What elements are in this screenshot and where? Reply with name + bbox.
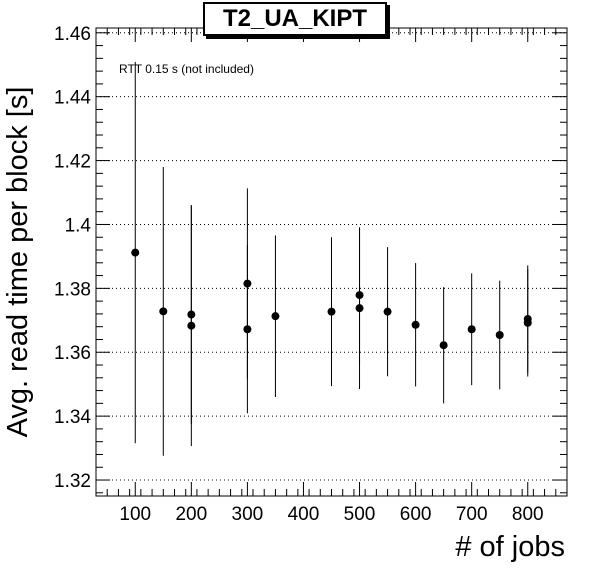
x-tick-label: 800 [512, 504, 544, 525]
data-point [383, 307, 392, 316]
x-tick-label: 200 [175, 504, 207, 525]
data-point [439, 341, 448, 350]
data-point [187, 310, 196, 319]
data-point [131, 248, 140, 257]
axes: 1.32 1.34 1.36 1.38 1.4 1.42 1.44 1.46 100 200 300… [54, 24, 568, 525]
data-point [243, 325, 252, 334]
y-tick-label: 1.32 [54, 471, 91, 492]
data-point [271, 312, 280, 321]
data-point [327, 307, 336, 316]
y-tick-label: 1.38 [54, 279, 91, 300]
error-bars [134, 61, 529, 456]
x-tick-label: 500 [344, 504, 376, 525]
x-tick-label: 700 [456, 504, 488, 525]
x-axis-label: # of jobs [455, 531, 565, 563]
y-axis-label: Avg. read time per block [s] [2, 87, 34, 438]
y-tick-label: 1.36 [54, 343, 91, 364]
y-tick-label: 1.4 [65, 215, 92, 236]
y-tick-label: 1.42 [54, 152, 91, 173]
data-point [467, 325, 476, 334]
data-point [159, 307, 168, 316]
x-tick-label: 100 [119, 504, 151, 525]
data-point [187, 321, 196, 330]
data-points [131, 248, 532, 350]
y-tick-label: 1.46 [54, 24, 91, 45]
y-tick-label: 1.34 [54, 407, 91, 428]
y-tick-label: 1.44 [54, 88, 91, 109]
x-tick-label: 600 [400, 504, 432, 525]
rtt-annotation: RTT 0.15 s (not included) [119, 62, 254, 76]
x-tick-label: 400 [288, 504, 320, 525]
data-point [411, 320, 420, 329]
data-point [355, 304, 364, 313]
chart-title: T2_UA_KIPT [203, 2, 387, 36]
data-point [355, 291, 364, 300]
data-point [523, 318, 532, 327]
data-point [495, 330, 504, 339]
x-tick-label: 300 [232, 504, 264, 525]
data-point [243, 279, 252, 288]
